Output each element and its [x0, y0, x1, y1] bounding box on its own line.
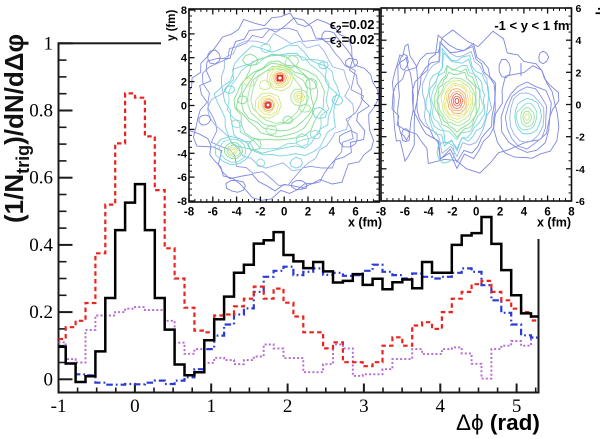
svg-text:6: 6 — [352, 207, 358, 219]
svg-text:8: 8 — [181, 5, 187, 17]
svg-text:0.8: 0.8 — [29, 101, 53, 122]
svg-text:2: 2 — [497, 207, 503, 219]
svg-text:6: 6 — [544, 207, 550, 219]
svg-text:-8: -8 — [177, 196, 187, 208]
svg-text:-4: -4 — [576, 164, 585, 176]
svg-text:-6: -6 — [208, 207, 218, 219]
svg-text:η: η — [595, 7, 600, 15]
svg-text:0: 0 — [181, 101, 187, 113]
svg-text:-4: -4 — [231, 207, 242, 219]
svg-text:0: 0 — [44, 369, 54, 390]
svg-text:-8: -8 — [184, 207, 195, 219]
svg-text:y (fm): y (fm) — [166, 10, 178, 41]
svg-text:0: 0 — [576, 100, 582, 112]
svg-text:0: 0 — [281, 207, 287, 219]
svg-text:4: 4 — [436, 396, 446, 417]
svg-text:0.4: 0.4 — [29, 235, 53, 256]
svg-text:x (fm): x (fm) — [348, 216, 382, 230]
svg-text:4: 4 — [521, 207, 528, 219]
svg-text:ϵ2=0.02: ϵ2=0.02 — [330, 17, 375, 36]
svg-text:2: 2 — [576, 67, 582, 79]
svg-text:Δϕ (rad): Δϕ (rad) — [456, 410, 540, 435]
svg-text:-1: -1 — [51, 396, 67, 417]
svg-text:(1/Ntrig)/dN/dΔφ: (1/Ntrig)/dN/dΔφ — [0, 34, 33, 223]
svg-text:4: 4 — [576, 35, 582, 47]
svg-text:2: 2 — [283, 396, 293, 417]
svg-text:-2: -2 — [447, 207, 457, 219]
svg-text:3: 3 — [359, 396, 369, 417]
svg-text:-8: -8 — [376, 207, 387, 219]
svg-text:x (fm): x (fm) — [537, 216, 571, 230]
svg-text:0.2: 0.2 — [29, 302, 53, 323]
svg-text:0: 0 — [130, 396, 140, 417]
svg-text:-1 < y < 1 fm: -1 < y < 1 fm — [494, 18, 569, 33]
svg-text:4: 4 — [329, 207, 336, 219]
svg-text:5: 5 — [512, 396, 522, 417]
svg-text:-2: -2 — [255, 207, 265, 219]
svg-text:0.6: 0.6 — [29, 168, 53, 189]
svg-text:-6: -6 — [177, 172, 187, 184]
svg-text:2: 2 — [305, 207, 311, 219]
svg-text:4: 4 — [181, 53, 188, 65]
svg-text:-2: -2 — [177, 124, 187, 136]
svg-text:1: 1 — [206, 396, 216, 417]
svg-text:-6: -6 — [576, 196, 585, 208]
svg-text:-4: -4 — [423, 207, 434, 219]
svg-text:0: 0 — [473, 207, 479, 219]
svg-text:6: 6 — [181, 29, 187, 41]
svg-text:-6: -6 — [400, 207, 410, 219]
svg-text:1: 1 — [44, 33, 54, 54]
svg-text:-4: -4 — [177, 148, 188, 160]
svg-text:8: 8 — [568, 207, 575, 219]
svg-text:6: 6 — [576, 3, 582, 15]
svg-text:2: 2 — [181, 77, 187, 89]
svg-text:-2: -2 — [576, 132, 585, 144]
svg-text:ϵ3=0.02: ϵ3=0.02 — [330, 32, 375, 51]
